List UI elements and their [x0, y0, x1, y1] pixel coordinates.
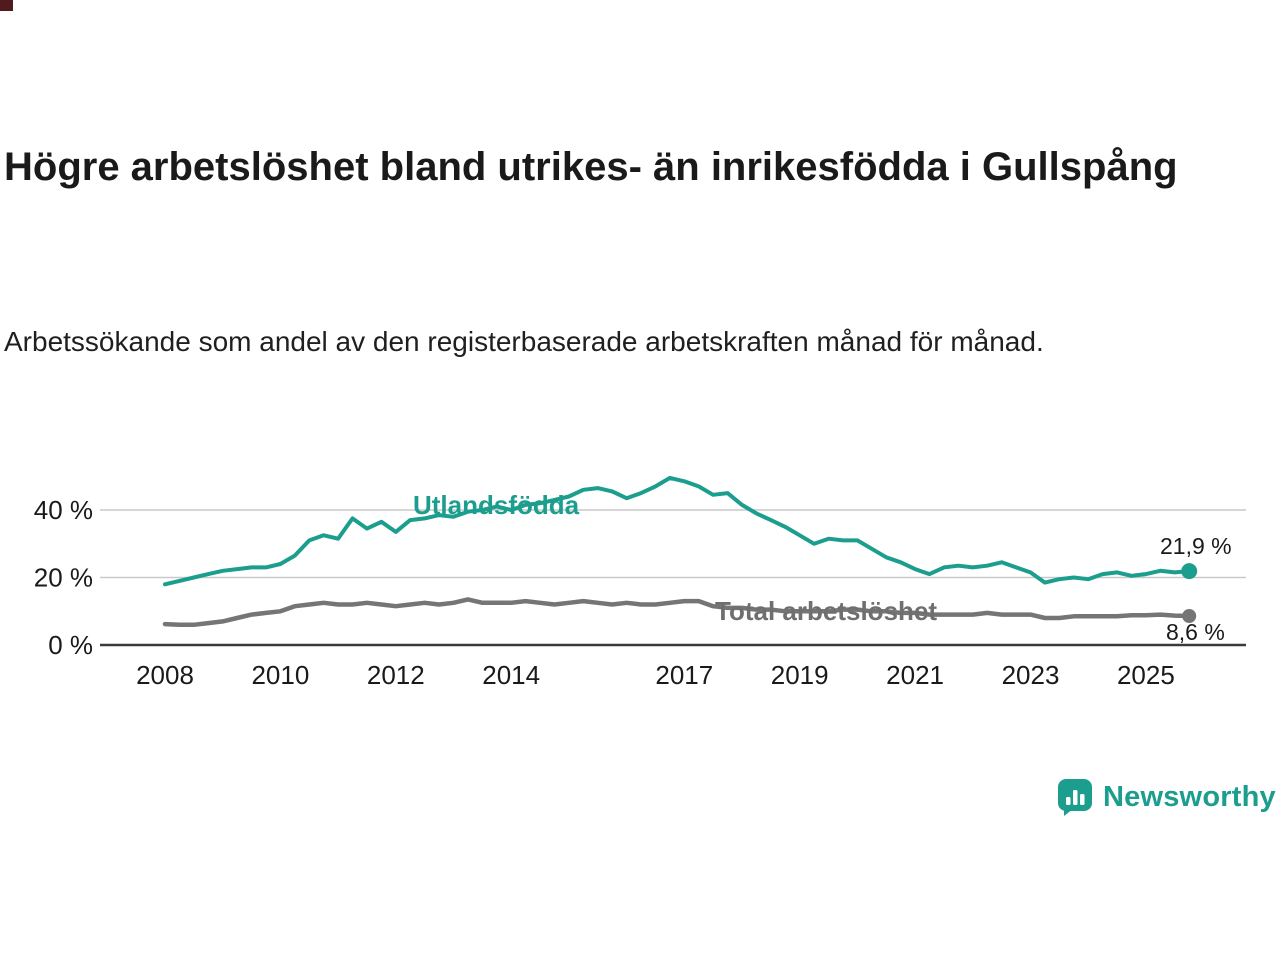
series-line-1	[162, 597, 1192, 628]
y-tick-label-40: 40 %	[34, 495, 93, 525]
series-endpoint-1	[1182, 609, 1197, 623]
x-tick-label-2010: 2010	[251, 660, 309, 690]
x-tick-label-2025: 2025	[1117, 660, 1175, 690]
series-endpoint-0	[1181, 563, 1198, 580]
y-tick-label-20: 20 %	[34, 563, 93, 593]
chart-subtitle: Arbetssökande som andel av den registerb…	[4, 326, 1044, 357]
series-label-total-arbetsloshet: Total arbetslöshet	[715, 596, 938, 626]
series-line-0	[163, 475, 1192, 587]
x-tick-label-2012: 2012	[367, 660, 425, 690]
x-tick-label-2021: 2021	[886, 660, 944, 690]
x-tick-label-2019: 2019	[771, 660, 829, 690]
x-tick-label-2017: 2017	[655, 660, 713, 690]
end-value-label-total: 8,6 %	[1166, 619, 1225, 645]
x-tick-label-2023: 2023	[1002, 660, 1060, 690]
corner-mark	[0, 0, 13, 11]
chart-title: Högre arbetslöshet bland utrikes- än inr…	[4, 145, 1178, 189]
newsworthy-logo-icon	[1058, 779, 1092, 816]
end-value-label-utlandsfodda: 21,9 %	[1160, 533, 1232, 559]
x-tick-label-2008: 2008	[136, 660, 194, 690]
newsworthy-branding: Newsworthy	[1056, 778, 1276, 816]
x-tick-label-2014: 2014	[482, 660, 540, 690]
bar-chart-icon	[1066, 797, 1071, 805]
newsworthy-logo-text: Newsworthy	[1103, 780, 1276, 813]
series-label-utlandsfodda: Utlandsfödda	[413, 490, 580, 520]
y-tick-label-0: 0 %	[48, 630, 93, 660]
